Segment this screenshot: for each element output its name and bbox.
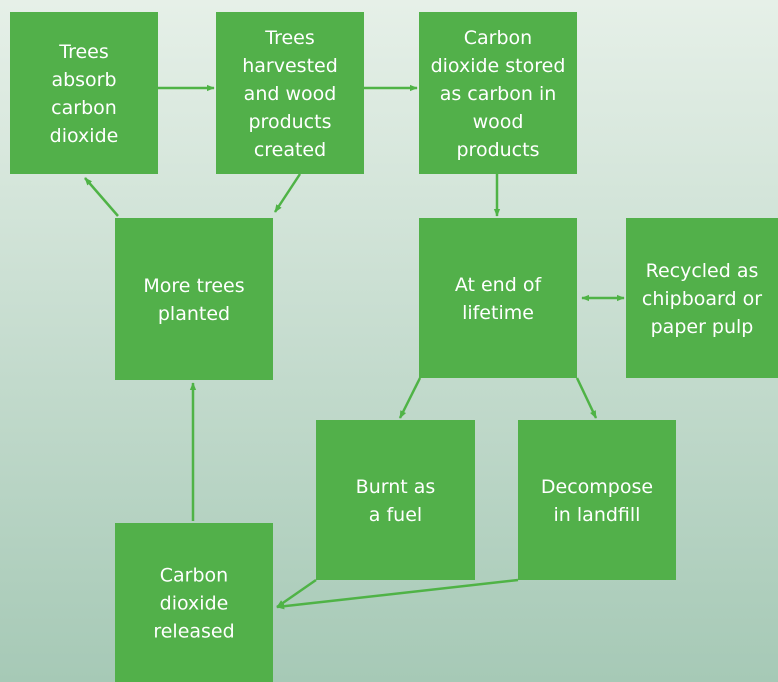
node-box [419, 12, 577, 174]
label-line: wood [473, 111, 524, 133]
label-line: and wood [244, 83, 337, 105]
label-line: as carbon in [440, 83, 557, 105]
node-label: Recycled as chipboard or paper pulp [642, 260, 762, 338]
node-box [216, 12, 364, 174]
label-line: a fuel [369, 504, 422, 526]
label-line: harvested [242, 55, 338, 77]
boxes: Trees absorb carbon dioxide Trees harvested an… [10, 12, 778, 682]
node-box [115, 218, 273, 380]
node-box [518, 420, 676, 580]
node-box [419, 218, 577, 378]
label-line: created [254, 139, 326, 161]
label-line: absorb [51, 69, 116, 91]
arrow [84, 177, 119, 217]
arrow [398, 377, 422, 419]
label-line: planted [158, 303, 230, 325]
node-label: Burnt as a fuel [356, 476, 436, 526]
arrow [575, 377, 598, 419]
label-line: products [457, 139, 540, 161]
label-line: Decompose [541, 476, 653, 498]
arrow [273, 173, 302, 213]
label-line: paper pulp [651, 316, 754, 338]
label-line: More trees [143, 275, 244, 297]
label-line: released [153, 621, 234, 643]
label-line: Burnt as [356, 476, 436, 498]
label-line: At end of [455, 274, 543, 296]
node-box [626, 218, 778, 378]
label-line: lifetime [462, 302, 534, 324]
label-line: Carbon [464, 27, 532, 49]
node-label: At end of lifetime [455, 274, 543, 324]
node-label: Trees harvested and wood products created [242, 27, 338, 161]
node-label: Decompose in landfill [541, 476, 653, 526]
node-label: More trees planted [143, 275, 244, 325]
label-line: Trees [264, 27, 315, 49]
label-line: carbon [51, 97, 117, 119]
label-line: dioxide [50, 125, 119, 147]
node-box [10, 12, 158, 174]
node-box [316, 420, 475, 580]
arrow [276, 578, 519, 610]
label-line: dioxide stored [431, 55, 566, 77]
arrows [84, 84, 625, 610]
node-label: Carbon dioxide released [153, 565, 234, 643]
label-line: in landfill [554, 504, 641, 526]
arrow [276, 578, 317, 609]
label-line: chipboard or [642, 288, 762, 310]
label-line: Carbon [160, 565, 228, 587]
node-label: Carbon dioxide stored as carbon in wood prod… [431, 27, 566, 161]
label-line: Trees [58, 41, 109, 63]
label-line: dioxide [160, 593, 229, 615]
label-line: Recycled as [646, 260, 759, 282]
label-line: products [249, 111, 332, 133]
node-box [115, 523, 273, 682]
node-label: Trees absorb carbon dioxide [50, 41, 119, 147]
